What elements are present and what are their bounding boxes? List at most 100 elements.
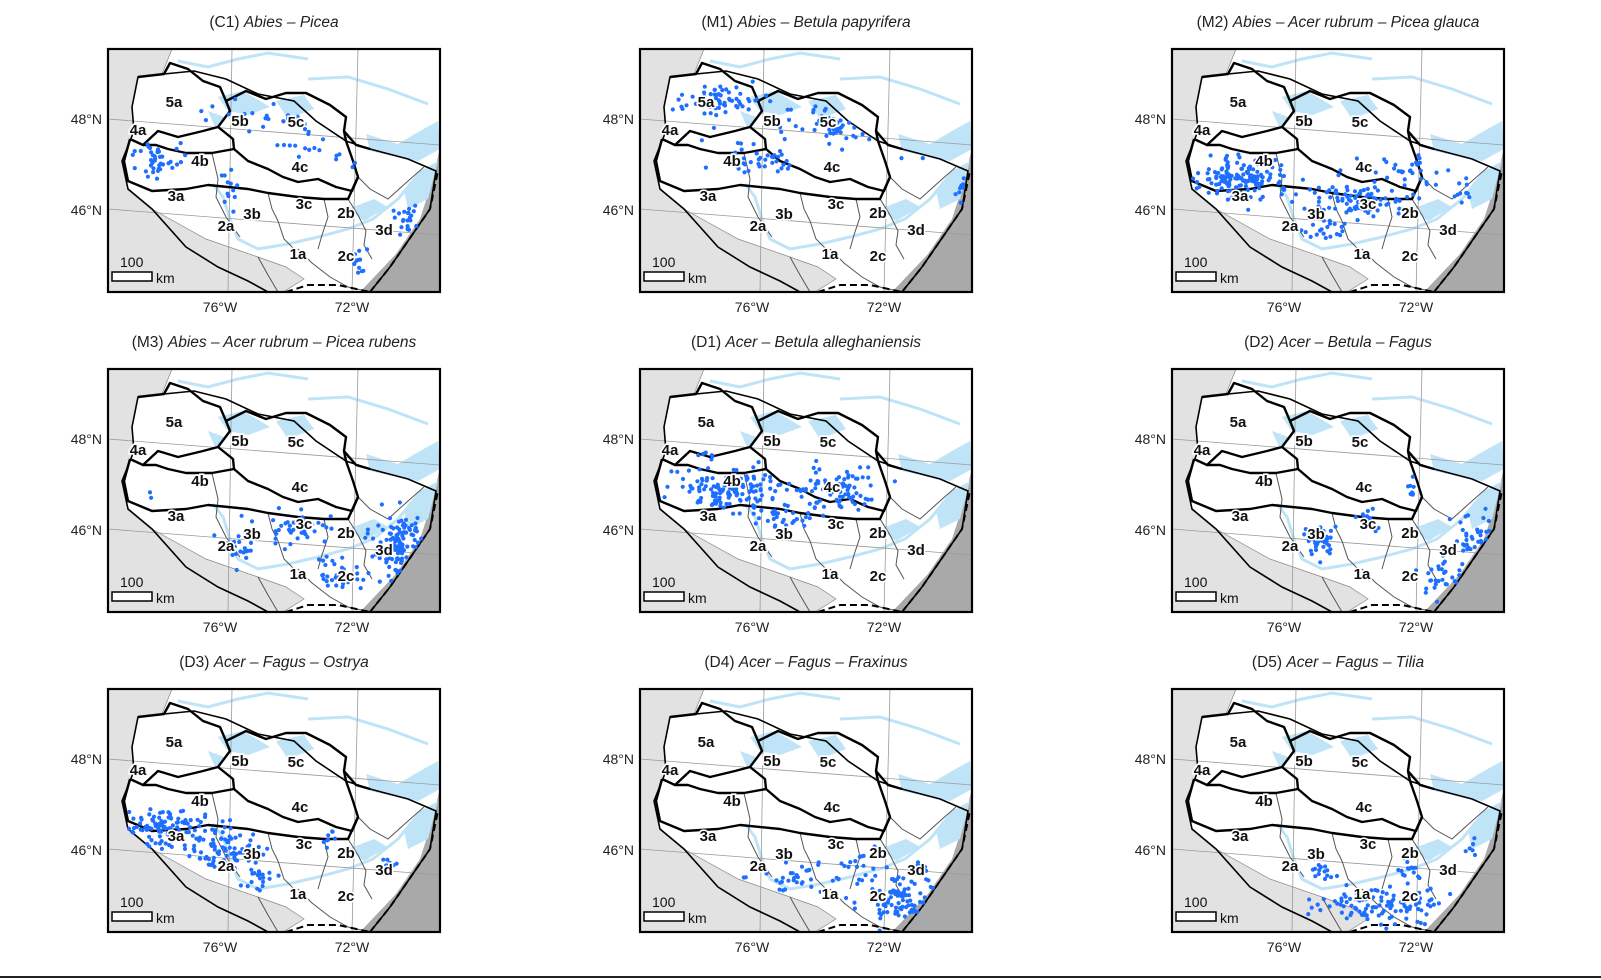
region-label: 2b bbox=[869, 525, 887, 542]
occurrence-point bbox=[357, 265, 362, 270]
occurrence-point bbox=[1251, 167, 1256, 172]
occurrence-point bbox=[1206, 167, 1211, 172]
occurrence-point bbox=[774, 514, 779, 520]
occurrence-point bbox=[842, 863, 847, 869]
occurrence-point bbox=[724, 87, 729, 92]
occurrence-point bbox=[1264, 169, 1270, 174]
panel-species: Abies – Acer rubrum – Picea rubens bbox=[167, 334, 417, 351]
occurrence-point bbox=[775, 511, 781, 516]
map-frame bbox=[106, 47, 442, 294]
region-label: 2c bbox=[870, 248, 887, 265]
occurrence-point bbox=[711, 484, 716, 489]
graticule bbox=[640, 438, 972, 466]
occurrence-point bbox=[1302, 532, 1307, 537]
lake bbox=[808, 415, 846, 439]
region-label: 2c bbox=[1402, 888, 1419, 905]
occurrence-point bbox=[411, 209, 416, 214]
river bbox=[307, 715, 429, 746]
study-area-outline bbox=[1185, 70, 1501, 292]
ocean bbox=[1424, 787, 1504, 932]
occurrence-point bbox=[686, 468, 691, 473]
occurrence-point bbox=[794, 873, 799, 878]
occurrence-point bbox=[1236, 152, 1241, 157]
region-label: 4c bbox=[824, 479, 841, 496]
occurrence-point bbox=[906, 893, 912, 898]
occurrence-point bbox=[670, 107, 675, 112]
region-label: 5b bbox=[763, 753, 781, 770]
occurrence-point bbox=[194, 801, 199, 806]
region-label: 5c bbox=[288, 114, 305, 131]
occurrence-point bbox=[1414, 160, 1419, 165]
occurrence-point bbox=[1252, 178, 1257, 184]
occurrence-point bbox=[261, 875, 266, 880]
occurrence-point bbox=[409, 523, 414, 528]
region-label: 5a bbox=[698, 414, 715, 431]
occurrence-point bbox=[285, 113, 291, 118]
occurrence-point bbox=[149, 838, 154, 843]
occurrence-point bbox=[1239, 166, 1244, 171]
occurrence-point bbox=[1446, 168, 1451, 173]
occurrence-point bbox=[219, 836, 224, 841]
occurrence-point bbox=[358, 586, 363, 591]
occurrence-point bbox=[1464, 537, 1469, 543]
graticule bbox=[1172, 848, 1504, 876]
occurrence-point bbox=[779, 166, 784, 171]
river bbox=[1275, 488, 1489, 571]
occurrence-point bbox=[816, 860, 821, 865]
occurrence-point bbox=[356, 270, 361, 275]
region-label: 5a bbox=[698, 94, 715, 111]
subregion-border bbox=[1321, 896, 1343, 932]
occurrence-point bbox=[706, 466, 711, 471]
lake bbox=[1430, 761, 1504, 801]
region-label: 4b bbox=[191, 473, 209, 490]
river bbox=[177, 691, 309, 709]
occurrence-point bbox=[775, 169, 780, 174]
occurrence-point bbox=[157, 834, 162, 839]
occurrence-point bbox=[1436, 566, 1441, 572]
region-label: 3a bbox=[700, 188, 717, 205]
occurrence-point bbox=[350, 165, 355, 170]
region-label: 3c bbox=[1360, 836, 1377, 853]
occurrence-point bbox=[751, 511, 756, 516]
occurrence-point bbox=[1293, 192, 1298, 197]
region-border bbox=[1186, 458, 1424, 521]
occurrence-point bbox=[246, 858, 251, 863]
occurrence-point bbox=[763, 473, 768, 478]
occurrence-point bbox=[160, 162, 166, 167]
occurrence-point bbox=[814, 121, 819, 126]
occurrence-point bbox=[1378, 922, 1384, 927]
occurrence-point bbox=[877, 894, 882, 899]
occurrence-point bbox=[1270, 165, 1275, 170]
occurrence-point bbox=[838, 118, 843, 123]
occurrence-point bbox=[710, 454, 715, 459]
occurrence-point bbox=[222, 846, 227, 851]
occurrence-point bbox=[852, 906, 857, 911]
occurrence-point bbox=[346, 580, 351, 585]
occurrence-point bbox=[697, 467, 702, 472]
us-border bbox=[1349, 284, 1435, 292]
occurrence-point bbox=[748, 160, 753, 165]
occurrence-point bbox=[884, 865, 889, 870]
occurrence-point bbox=[738, 498, 743, 503]
occurrence-point bbox=[1355, 218, 1360, 223]
region-label: 2a bbox=[218, 538, 235, 555]
occurrence-point bbox=[928, 884, 933, 890]
occurrence-point bbox=[1452, 579, 1457, 584]
occurrence-point bbox=[894, 877, 900, 882]
subregion-border bbox=[889, 166, 957, 200]
occurrence-point bbox=[759, 493, 764, 498]
study-area-outline bbox=[121, 70, 437, 292]
graticule bbox=[1291, 689, 1297, 932]
occurrence-point bbox=[855, 476, 860, 481]
occurrence-point bbox=[1434, 170, 1439, 175]
occurrence-point bbox=[394, 533, 399, 538]
subregion-border bbox=[799, 832, 829, 892]
occurrence-point bbox=[1352, 189, 1358, 194]
occurrence-point bbox=[702, 487, 707, 492]
occurrence-point bbox=[1365, 508, 1370, 514]
region-label: 2a bbox=[218, 858, 235, 875]
river bbox=[1371, 75, 1493, 106]
